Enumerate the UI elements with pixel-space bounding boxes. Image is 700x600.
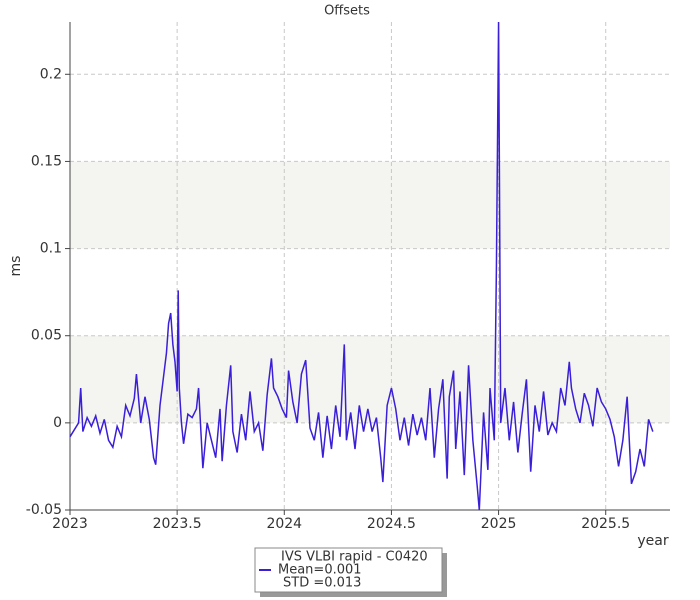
x-tick-label: 2025 [481,516,517,532]
data-line [69,21,654,511]
grid-band [70,161,670,249]
x-tick-label: 2023 [52,516,88,532]
x-tick-label: 2025.5 [581,516,630,532]
legend: IVS VLBI rapid - C0420 Mean=0.001 STD =0… [254,547,447,597]
y-tick-label: 0.05 [31,328,62,344]
legend-label: IVS VLBI rapid - C0420 [281,550,428,565]
plot-area: -0.05 0 0.05 0.1 0.15 0.2 2023 2023.5 2024 2024.5… [26,21,670,532]
x-tick-label: 2024.5 [367,516,416,532]
plot-background [70,22,670,510]
legend-std: STD =0.013 [283,576,361,591]
legend-box [254,547,443,593]
y-tick-label: 0.15 [31,153,62,169]
x-tick-label: 2024 [266,516,302,532]
y-axis-label: ms [8,256,24,277]
y-tick-label: 0 [53,415,62,431]
legend-mean: Mean=0.001 [278,563,362,578]
y-tick-label: 0.2 [40,66,62,82]
y-tick-label: 0.1 [40,241,62,257]
x-tick-label: 2023.5 [153,516,202,532]
x-axis-label: year [637,533,668,549]
chart-title: Offsets [324,4,370,19]
y-tick-label: -0.05 [26,502,62,518]
